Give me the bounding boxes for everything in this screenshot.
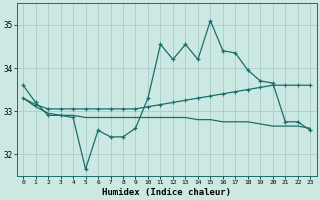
X-axis label: Humidex (Indice chaleur): Humidex (Indice chaleur) — [102, 188, 231, 197]
